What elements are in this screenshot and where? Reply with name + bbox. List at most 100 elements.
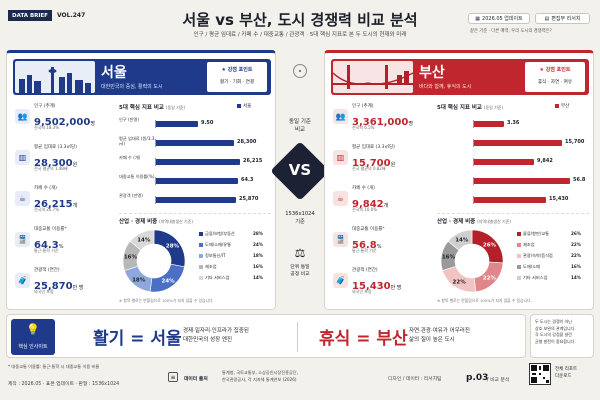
busan-donut-section: 산업 · 경제 비중 (지역내총생산 기준) 26% 22% 22% 16% 14% 물… xyxy=(437,213,589,308)
bar-value-label: 28,300 xyxy=(237,139,257,145)
donut-slice-label: 28% xyxy=(166,244,180,250)
insight-bar: 💡 핵심 인사이트 활기 = 서울 경제·일자리·인프라가 집중된 대한민국의 … xyxy=(6,314,526,358)
star-icon: ★ xyxy=(221,67,228,73)
seoul-stat-tourists: 🧳 관광객 (연간) 25,870만 명 외국인 포함 xyxy=(15,267,117,305)
donut-legend-item: 도매/소매 16% xyxy=(517,264,581,270)
seoul-donut-footnote: ※ 항목 별로는 반올림으로 100%가 되지 않을 수 있습니다. xyxy=(119,298,214,303)
donut-slice xyxy=(129,229,155,251)
busan-description: 자연·관광·여유가 어우러진 삶의 질이 높은 도시 xyxy=(409,328,470,343)
page-subtitle: 인구 / 평균 임대료 / 카페 수 / 대중교통 / 관광객 · 5대 핵심 … xyxy=(193,32,407,38)
busan-strength-box: ★ 강점 포인트 휴식 · 자연 · 여유 xyxy=(525,62,585,92)
bar-row: 인구 (만명) 9.50 xyxy=(119,115,271,131)
luggage-icon: 🧳 xyxy=(15,273,30,288)
seoul-stat-cafe: ☕ 카페 수 (개) 26,215개 전국의 26.7% xyxy=(15,185,117,223)
page-section: / 비교 분석 xyxy=(487,378,510,383)
train-icon: 🚆 xyxy=(15,232,30,247)
star-icon: ★ xyxy=(539,67,546,73)
bar-row: 15,700 xyxy=(437,134,589,150)
seoul-donut-section: 산업 · 경제 비중 (지역내총생산 기준) 28% 24% 18% 16% 14% 금… xyxy=(119,213,271,308)
bar-value-label: 26,215 xyxy=(243,158,263,164)
bar-label: 평균 임대료 (원/3.3㎡) xyxy=(119,136,155,146)
side-note: 두 도시는 경쟁이 아닌 상호 보완의 관계입니다. 각 도시의 강점을 살린 … xyxy=(535,319,576,344)
vs-text: VS xyxy=(288,161,312,179)
seoul-stat-transit: 🚆 대중교통 이용률* 64.3% 통근·통학 기준 xyxy=(15,226,117,264)
donut-legend-item: 기타 서비스업 14% xyxy=(199,275,263,281)
bar-mark xyxy=(156,197,236,203)
header-note: 같은 기준 · 다른 매력, 우리 도시의 경쟁력은? xyxy=(470,29,552,34)
busan-stat-rent: ▥ 평균 임대료 (3.3㎡당) 15,700원 전국 평균의 0.82배 xyxy=(333,144,435,182)
bar-row: 15,430 xyxy=(437,191,589,207)
seoul-skyline-icon xyxy=(15,61,95,93)
seoul-bar-chart: 5대 핵심 지표 비교 (동일 기준) 서울 인구 (만명) 9.50 평균 임대료… xyxy=(119,103,271,211)
bar-value-label: 64.3 xyxy=(241,177,254,183)
bar-value-label: 9.50 xyxy=(201,120,214,126)
meta-info: 제작 : 2026.05 · 표본 업데이트 · 판형 : 1536x1024 xyxy=(8,382,120,387)
bar-row: 대중교통 이용률(%) 64.3 xyxy=(119,172,271,188)
busan-donut-footnote: ※ 항목 별로는 반올림으로 100%가 되지 않을 수 있습니다. xyxy=(437,298,532,303)
bar-mark xyxy=(474,178,570,184)
basis-label: 동일 기준 비교 xyxy=(289,119,311,133)
donut-legend-item: 도매/소매/유통 24% xyxy=(199,242,263,248)
donut-legend-item: 기타 서비스업 14% xyxy=(517,275,581,281)
bar-row: 카페 수 (개) 26,215 xyxy=(119,153,271,169)
coffee-icon: ☕ xyxy=(15,191,30,206)
bar-row: 3.36 xyxy=(437,115,589,131)
bar-mark xyxy=(474,140,562,146)
bar-row: 관광객 (만명) 25,870 xyxy=(119,191,271,207)
document-icon: ▤ xyxy=(544,15,550,22)
busan-donut-legend: 물류/항만/교통 26% 제조업 22% 관광/숙박/음식점 22% 도매/소매 16% 기타 … xyxy=(517,231,585,286)
page-title: 서울 vs 부산, 도시 경쟁력 비교 분석 xyxy=(182,11,418,29)
seoul-strength-words: 활기 · 기회 · 연결 xyxy=(219,80,255,85)
source-label: 데이터 출처 xyxy=(184,377,208,382)
qr-code-icon[interactable] xyxy=(529,363,551,385)
seoul-panel: 서울 대한민국의 중심, 활력의 도시 ★ 강점 포인트 활기 · 기회 · 연… xyxy=(6,50,276,310)
busan-bar-legend: 부산 xyxy=(555,103,569,109)
source-text: 통계청, 국토교통부, 소상공인시장진흥공단, 한국관광공사, 각 지자체 통계… xyxy=(222,370,299,382)
luggage-icon: 🧳 xyxy=(333,273,348,288)
side-note-box: 두 도시는 경쟁이 아닌 상호 보완의 관계입니다. 각 도시의 강점을 살린 … xyxy=(530,314,594,358)
busan-stats: 👥 인구 (추계) 3,361,000명 전국의 6.5% ▥ 평균 임대료 (… xyxy=(333,103,435,308)
busan-panel: 부산 바다와 함께, 휴식의 도시 ★ 강점 포인트 휴식 · 자연 · 여유 … xyxy=(324,50,594,310)
donut-legend-item: 제조업 16% xyxy=(199,264,263,270)
busan-bar-chart: 5대 핵심 지표 비교 (동일 기준) 부산 3.36 15,700 9,842 56… xyxy=(437,103,589,211)
seoul-donut-legend: 금융/보험/부동산 28% 도매/소매/유통 24% 정보통신/IT 18% 제조업 16% 기… xyxy=(199,231,267,286)
insight-badge: 💡 핵심 인사이트 xyxy=(11,319,55,355)
busan-tagline: 바다와 함께, 휴식의 도시 xyxy=(419,84,472,90)
data-brief-badge: DATA BRIEF xyxy=(8,10,52,21)
donut-legend-item: 관광/숙박/음식점 22% xyxy=(517,253,581,259)
scale-label: 단위 통일 공정 비교 xyxy=(290,265,310,277)
seoul-stat-population: 👥 인구 (추계) 9,502,000명 전국의 18.3% xyxy=(15,103,117,141)
update-button[interactable]: ▦ 2026.05 업데이트 xyxy=(468,13,530,24)
donut-legend-item: 제조업 22% xyxy=(517,242,581,248)
calendar-icon: ▦ xyxy=(475,15,481,22)
bar-value-label: 9,842 xyxy=(537,158,553,164)
coffee-icon: ☕ xyxy=(333,191,348,206)
seoul-tagline: 대한민국의 중심, 활력의 도시 xyxy=(101,84,163,90)
bar-mark xyxy=(474,121,504,127)
design-credit: 디자인 / 데이터 : 리서치팀 xyxy=(388,377,442,382)
seoul-bars-area: 인구 (만명) 9.50 평균 임대료 (원/3.3㎡) 28,300 카페 수 (개)… xyxy=(119,115,271,211)
scale-icon: ⚖ xyxy=(294,246,306,260)
transit-footnote: * 대중교통 이용률: 통근·통학 시 대중교통 이용 비율 xyxy=(8,364,100,369)
editor-button[interactable]: ▤ 편집부 리서치 xyxy=(535,13,590,24)
bar-label: 인구 (만명) xyxy=(119,117,140,122)
seoul-bar-legend: 서울 xyxy=(237,103,251,109)
qr-label: 전체 리포트 다운로드 xyxy=(555,367,578,379)
bar-value-label: 3.36 xyxy=(507,120,520,126)
busan-bars-area: 3.36 15,700 9,842 56.8 15,430 xyxy=(437,115,589,211)
bar-mark xyxy=(474,159,534,165)
donut-legend-item: 정보통신/IT 18% xyxy=(199,253,263,259)
bar-mark xyxy=(156,178,238,184)
bar-row: 9,842 xyxy=(437,153,589,169)
donut-slice-label: 16% xyxy=(124,255,138,261)
busan-header: 부산 바다와 함께, 휴식의 도시 ★ 강점 포인트 휴식 · 자연 · 여유 xyxy=(331,59,589,95)
seoul-stats: 👥 인구 (추계) 9,502,000명 전국의 18.3% ▥ 평균 임대료 … xyxy=(15,103,117,308)
bar-value-label: 25,870 xyxy=(239,196,259,202)
busan-name: 부산 xyxy=(419,65,445,81)
seoul-stat-rent: ▥ 평균 임대료 (3.3㎡당) 28,300원 전국 평균의 1.48배 xyxy=(15,144,117,182)
bar-mark xyxy=(156,121,198,127)
donut-slice-label: 18% xyxy=(132,277,146,283)
busan-phrase: 휴식 = 부산 xyxy=(319,329,408,349)
busan-stat-population: 👥 인구 (추계) 3,361,000명 전국의 6.5% xyxy=(333,103,435,141)
bar-value-label: 15,430 xyxy=(549,196,569,202)
